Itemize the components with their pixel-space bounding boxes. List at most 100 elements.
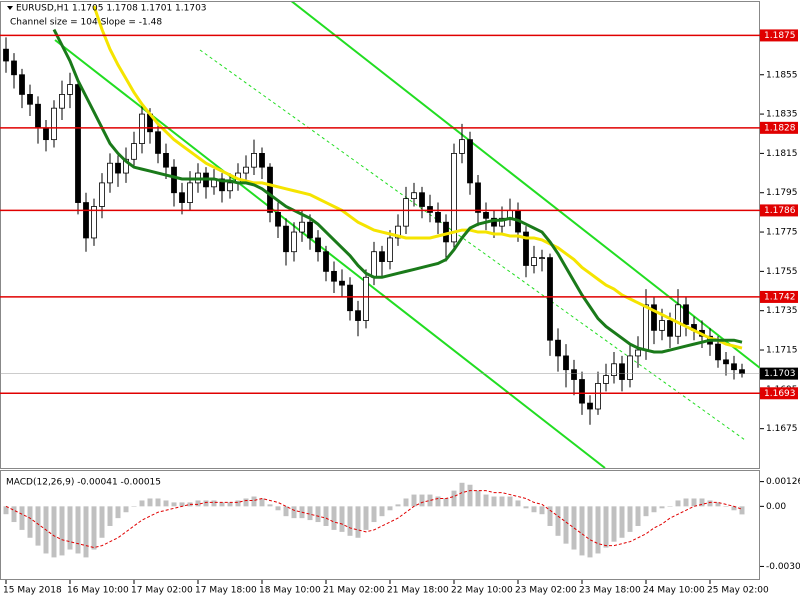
- macd-bar: [611, 506, 617, 542]
- candle-body: [403, 198, 409, 227]
- macd-bar: [635, 506, 641, 526]
- chart-subtitle: Channel size = 104 Slope = -1.48: [10, 18, 162, 28]
- candle-body: [299, 221, 305, 233]
- macd-bar: [531, 506, 537, 513]
- macd-bar: [667, 506, 673, 507]
- macd-bar: [579, 506, 585, 556]
- macd-bar: [539, 506, 545, 515]
- candle-body: [363, 276, 369, 321]
- candle-body: [435, 211, 441, 223]
- candle-body: [651, 304, 657, 331]
- macd-plot: [3, 482, 745, 558]
- macd-bar: [523, 506, 529, 509]
- candle-body: [683, 304, 689, 325]
- y-tick-label: 1.1855: [766, 70, 798, 80]
- candle-body: [35, 103, 41, 129]
- candle-body: [659, 320, 665, 331]
- candle-body: [499, 217, 505, 227]
- macd-bar: [651, 506, 657, 513]
- x-tick-label: 15 May 2018: [3, 586, 62, 596]
- signal-line: [5, 490, 743, 549]
- candle-body: [83, 202, 89, 239]
- macd-bar: [395, 504, 401, 507]
- macd-bar: [547, 506, 553, 526]
- macd-bar: [171, 502, 177, 507]
- candle-body: [355, 310, 361, 321]
- macd-bar: [483, 494, 489, 507]
- candle-body: [611, 363, 617, 376]
- candle-body: [483, 211, 489, 219]
- candle-body: [387, 237, 393, 262]
- channel-upper: [290, 2, 760, 369]
- macd-bar: [587, 506, 593, 558]
- macd-bar: [595, 506, 601, 554]
- candle-body: [555, 339, 561, 357]
- chart-title: EURUSD,H1 1.1705 1.1708 1.1701 1.1703: [16, 4, 207, 14]
- macd-bar: [691, 498, 697, 507]
- macd-bar: [139, 500, 145, 507]
- candle-body: [635, 349, 641, 357]
- macd-bar: [19, 506, 25, 530]
- x-tick-label: 17 May 02:00: [131, 586, 193, 596]
- macd-title: MACD(12,26,9) -0.00041 -0.00015: [6, 478, 161, 488]
- candle-body: [571, 369, 577, 380]
- macd-bar: [411, 494, 417, 507]
- candle-body: [131, 143, 137, 160]
- y-tick-label: 1.1775: [766, 228, 798, 238]
- macd-bar: [227, 502, 233, 507]
- y-tick-label: 1.1815: [766, 149, 798, 159]
- macd-bar: [83, 506, 89, 558]
- candle-body: [99, 182, 105, 207]
- candle-body: [171, 166, 177, 194]
- macd-bar: [155, 498, 161, 507]
- x-tick-label: 24 May 10:00: [643, 586, 705, 596]
- macd-bar: [35, 506, 41, 546]
- candle-body: [731, 363, 737, 371]
- macd-bar: [723, 506, 729, 507]
- candle-body: [723, 359, 729, 365]
- candle-body: [739, 369, 745, 375]
- level-label-bg: [760, 29, 798, 42]
- header-icon: [7, 6, 13, 10]
- candle-body: [91, 206, 97, 239]
- candle-body: [547, 257, 553, 341]
- candle-body: [219, 178, 225, 192]
- macd-bar: [739, 506, 745, 515]
- candle-body: [459, 139, 465, 154]
- macd-bar: [555, 506, 561, 536]
- x-tick-label: 25 May 02:00: [707, 586, 769, 596]
- macd-bar: [179, 502, 185, 507]
- y-tick-label: 1.1675: [766, 424, 798, 434]
- macd-bar: [347, 506, 353, 536]
- macd-bar: [731, 506, 737, 511]
- candle-body: [291, 231, 297, 253]
- macd-bar: [331, 506, 337, 530]
- macd-bar: [403, 498, 409, 507]
- candle-body: [107, 162, 113, 184]
- last-price-label: 1.1703: [764, 369, 796, 379]
- macd-bar: [355, 506, 361, 538]
- candle-body: [331, 270, 337, 282]
- macd-bar: [379, 506, 385, 517]
- main-plot: [0, 5, 760, 425]
- candle-body: [227, 182, 233, 192]
- candle-body: [11, 60, 17, 76]
- macd-bar: [147, 498, 153, 507]
- macd-bar: [283, 506, 289, 517]
- macd-bar: [75, 506, 81, 554]
- macd-bar: [643, 506, 649, 517]
- macd-bar: [315, 506, 321, 523]
- candle-body: [115, 162, 121, 174]
- moving-average: [52, 28, 743, 354]
- level-label: 1.1875: [764, 31, 796, 41]
- candle-body: [595, 383, 601, 410]
- macd-bar: [235, 500, 241, 507]
- macd-bar: [195, 500, 201, 507]
- candle-body: [451, 153, 457, 243]
- macd-bar: [11, 506, 17, 523]
- macd-bar: [603, 506, 609, 548]
- candle-body: [627, 355, 633, 380]
- candle-body: [619, 363, 625, 380]
- macd-bar: [435, 496, 441, 507]
